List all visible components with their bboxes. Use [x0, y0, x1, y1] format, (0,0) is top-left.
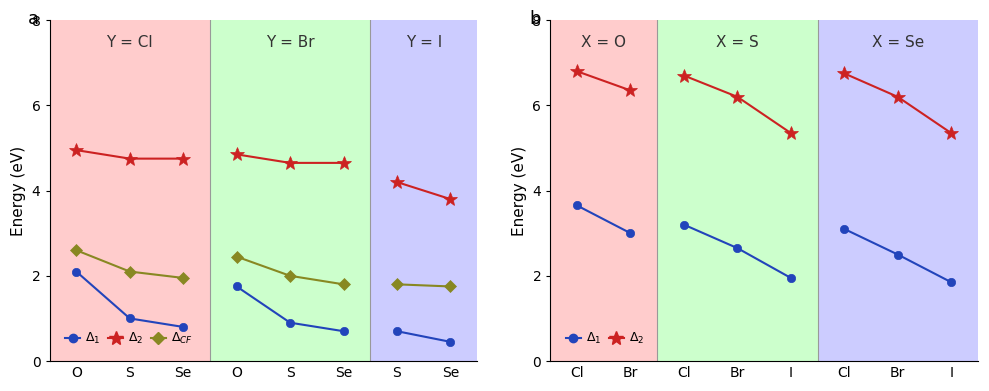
Text: Y = Br: Y = Br [266, 35, 315, 50]
Legend: $\Delta_1$, $\Delta_2$, $\Delta_{CF}$: $\Delta_1$, $\Delta_2$, $\Delta_{CF}$ [60, 326, 198, 352]
Bar [210, 20, 370, 361]
Text: X = Se: X = Se [871, 35, 924, 50]
Y-axis label: Energy (eV): Energy (eV) [11, 145, 26, 236]
Text: Y = I: Y = I [405, 35, 442, 50]
Bar [658, 20, 818, 361]
Text: X = O: X = O [582, 35, 626, 50]
Text: X = S: X = S [716, 35, 759, 50]
Text: b: b [529, 10, 540, 28]
Bar [550, 20, 658, 361]
Legend: $\Delta_1$, $\Delta_2$: $\Delta_1$, $\Delta_2$ [561, 326, 649, 352]
Bar [49, 20, 210, 361]
Text: a: a [29, 10, 40, 28]
Y-axis label: Energy (eV): Energy (eV) [512, 145, 527, 236]
Text: Y = Cl: Y = Cl [107, 35, 153, 50]
Bar [370, 20, 477, 361]
Bar [818, 20, 978, 361]
